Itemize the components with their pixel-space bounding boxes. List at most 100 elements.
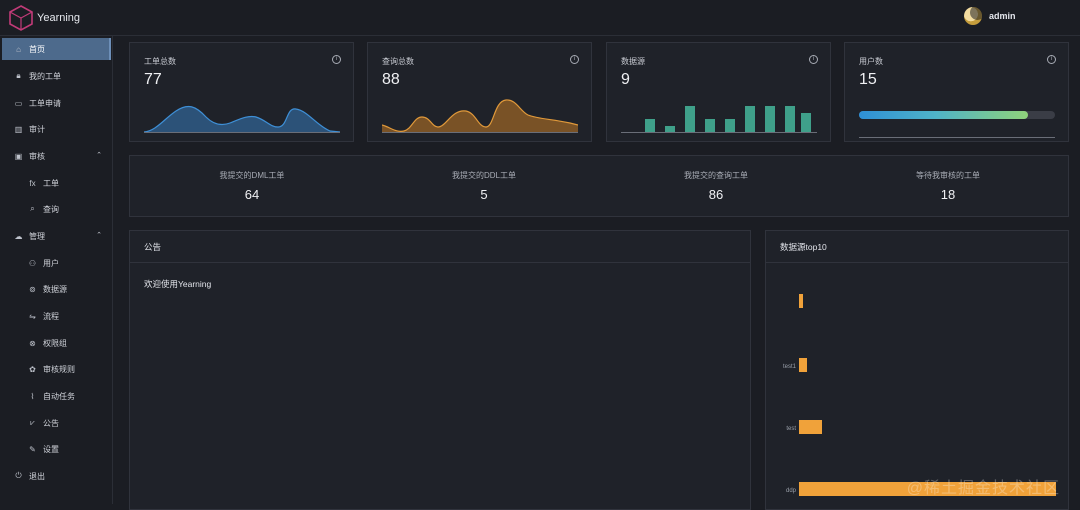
bar[interactable]: [799, 358, 807, 372]
notice-text: 欢迎使用Yearning: [144, 278, 211, 290]
sidebar-item-label: 工单申请: [29, 98, 61, 109]
chevron-up-icon: ⌃: [96, 151, 102, 159]
chart-title: 数据源top10: [780, 241, 827, 253]
stat-dml: 我提交的DML工单 64: [152, 170, 352, 202]
app-title: Yearning: [37, 12, 80, 24]
sidebar-item-13[interactable]: ⌇ 自动任务: [2, 385, 111, 407]
card-title: 查询总数: [382, 56, 414, 67]
top-bar: Yearning admin: [0, 0, 1080, 36]
sidebar-item-6[interactable]: ⌕查询: [2, 198, 111, 220]
notice-title: 公告: [144, 241, 161, 253]
bar[interactable]: [799, 420, 822, 434]
flow-icon: ⇋: [28, 312, 37, 321]
card-title: 工单总数: [144, 56, 176, 67]
stat-value: 64: [152, 187, 352, 202]
sidebar-item-15[interactable]: ✎ 设置: [2, 438, 111, 460]
sidebar-item-12[interactable]: ✿ 审核规则: [2, 358, 111, 380]
sidebar-item-label: 公告: [43, 418, 59, 429]
announce-icon: ⩗: [28, 419, 37, 428]
sidebar-item-label: 流程: [43, 311, 59, 322]
sidebar-item-4[interactable]: ▣审核⌃: [2, 145, 111, 167]
sidebar-item-16[interactable]: ⏻ 退出: [2, 465, 111, 487]
card-users: 用户数 i 15: [844, 42, 1069, 142]
sidebar-item-10[interactable]: ⇋ 流程: [2, 305, 111, 327]
datasource-icon: ⊚: [28, 285, 37, 294]
chevron-up-icon: ⌃: [96, 231, 102, 239]
area-sparkline: [144, 97, 340, 133]
info-icon[interactable]: i: [332, 55, 341, 64]
stat-label: 我提交的DDL工单: [384, 170, 584, 181]
sidebar-item-11[interactable]: ⊗ 权限组: [2, 332, 111, 354]
card-title: 数据源: [621, 56, 645, 67]
notice-panel: 公告 欢迎使用Yearning: [129, 230, 751, 510]
sidebar-item-label: 首页: [29, 44, 45, 55]
sidebar-item-label: 自动任务: [43, 391, 75, 402]
card-title: 用户数: [859, 56, 883, 67]
sidebar-item-label: 数据源: [43, 284, 67, 295]
stat-ddl: 我提交的DDL工单 5: [384, 170, 584, 202]
sidebar: ⌂ 首页 🔒︎ 我的工单 ▭工单申请 ▥ 审计 ▣审核⌃ fx 工单 ⌕查询 ☁︎ 管理 ⌃ ⚇ 用户 ⊚ 数据源…: [0, 36, 113, 504]
username: admin: [989, 11, 1016, 21]
sidebar-item-3[interactable]: ▥ 审计: [2, 118, 111, 140]
sidebar-item-label: 审核规则: [43, 364, 75, 375]
divider: [859, 137, 1055, 138]
card-value: 88: [382, 71, 400, 89]
info-icon[interactable]: i: [809, 55, 818, 64]
bar-sparkline: [621, 97, 817, 133]
home-icon: ⌂: [14, 45, 23, 54]
datasource-top10-panel: 数据源top10 test1 test ddp: [765, 230, 1069, 510]
lock-icon: 🔒︎: [14, 72, 23, 81]
chart-icon: ▥: [14, 125, 23, 134]
logo-icon: [9, 5, 33, 31]
sidebar-item-label: 我的工单: [29, 71, 61, 82]
user-menu[interactable]: admin: [964, 7, 1016, 25]
info-icon[interactable]: i: [1047, 55, 1056, 64]
stat-value: 86: [616, 187, 816, 202]
rules-icon: ✿: [28, 365, 37, 374]
summary-panel: 我提交的DML工单 64 我提交的DDL工单 5 我提交的查询工单 86 等待我…: [129, 155, 1069, 217]
fx-icon: fx: [28, 179, 37, 188]
user-icon: ⚇: [28, 259, 37, 268]
cloud-icon: ☁︎: [14, 232, 23, 241]
sidebar-item-label: 用户: [43, 258, 59, 269]
sidebar-item-label: 设置: [43, 444, 59, 455]
search-icon: ⌕: [28, 205, 37, 214]
sidebar-item-7[interactable]: ☁︎ 管理 ⌃: [2, 225, 111, 247]
card-query-orders: 查询总数 i 88: [367, 42, 592, 142]
bar-label: test: [766, 426, 796, 432]
moon-icon: [964, 7, 982, 25]
card-value: 77: [144, 71, 162, 89]
settings-icon: ✎: [28, 445, 37, 454]
sidebar-item-0[interactable]: ⌂ 首页: [2, 38, 111, 60]
stat-label: 我提交的查询工单: [616, 170, 816, 181]
card-value: 9: [621, 71, 630, 89]
paperclip-icon: ⌇: [28, 392, 37, 401]
bar[interactable]: [799, 294, 803, 308]
sidebar-item-9[interactable]: ⊚ 数据源: [2, 278, 111, 300]
card-work-orders: 工单总数 i 77: [129, 42, 354, 142]
sidebar-item-5[interactable]: fx 工单: [2, 172, 111, 194]
stat-label: 等待我审核的工单: [848, 170, 1048, 181]
stat-label: 我提交的DML工单: [152, 170, 352, 181]
sidebar-item-label: 退出: [29, 471, 45, 482]
sidebar-item-label: 工单: [43, 178, 59, 189]
logout-icon: ⏻: [14, 472, 23, 481]
sidebar-item-label: 审计: [29, 124, 45, 135]
card-value: 15: [859, 71, 877, 89]
review-icon: ▣: [14, 152, 23, 161]
area-sparkline: [382, 97, 578, 133]
stat-value: 5: [384, 187, 584, 202]
sidebar-item-8[interactable]: ⚇ 用户: [2, 252, 111, 274]
bar-label: test1: [766, 364, 796, 370]
card-datasources: 数据源 i 9: [606, 42, 831, 142]
info-icon[interactable]: i: [570, 55, 579, 64]
bar-label: ddp: [766, 488, 796, 494]
permission-icon: ⊗: [28, 339, 37, 348]
sidebar-item-label: 权限组: [43, 338, 67, 349]
sidebar-item-label: 管理: [29, 231, 45, 242]
divider: [130, 262, 750, 263]
divider: [766, 262, 1068, 263]
sidebar-item-2[interactable]: ▭工单申请: [2, 92, 111, 114]
sidebar-item-14[interactable]: ⩗ 公告: [2, 412, 111, 434]
sidebar-item-1[interactable]: 🔒︎ 我的工单: [2, 65, 111, 87]
